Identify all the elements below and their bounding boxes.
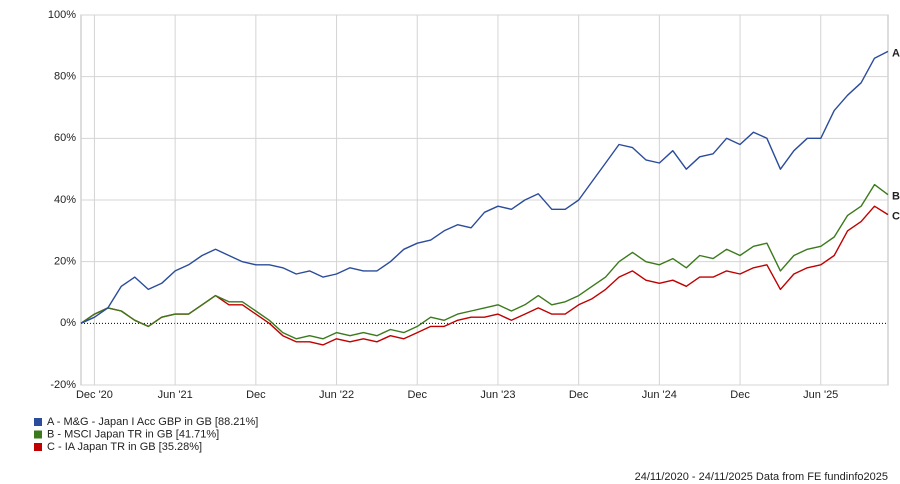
legend-swatch — [34, 430, 42, 439]
x-tick-label: Dec '20 — [76, 389, 113, 401]
x-tick-label: Jun '25 — [803, 389, 838, 401]
series-end-tag: C — [892, 210, 900, 222]
legend-label: A - M&G - Japan I Acc GBP in GB [88.21%] — [47, 416, 258, 428]
y-tick-label: 80% — [54, 71, 76, 83]
y-tick-label: 20% — [54, 256, 76, 268]
x-tick-label: Dec — [407, 389, 427, 401]
series-end-tag: B — [892, 191, 900, 203]
legend-swatch — [34, 443, 42, 451]
x-tick-label: Dec — [569, 389, 589, 401]
y-tick-label: 100% — [48, 9, 76, 21]
series-line — [80, 183, 889, 340]
x-tick-label: Dec — [246, 389, 266, 401]
legend-swatch — [34, 418, 42, 426]
y-tick-label: 60% — [54, 132, 76, 144]
footer: 24/11/2020 - 24/11/2025 Data from FE fun… — [635, 471, 888, 483]
series-end-tag: A — [892, 47, 900, 59]
series-line — [80, 50, 889, 324]
x-tick-label: Jun '23 — [480, 389, 515, 401]
x-tick-label: Jun '22 — [319, 389, 354, 401]
y-tick-label: -20% — [50, 379, 76, 391]
y-tick-label: 0% — [60, 317, 76, 329]
legend-label: B - MSCI Japan TR in GB [41.71%] — [47, 428, 219, 440]
legend-label: C - IA Japan TR in GB [35.28%] — [47, 441, 202, 453]
x-tick-label: Jun '21 — [158, 389, 193, 401]
x-tick-label: Dec — [730, 389, 750, 401]
x-tick-label: Jun '24 — [642, 389, 677, 401]
y-tick-label: 40% — [54, 194, 76, 206]
